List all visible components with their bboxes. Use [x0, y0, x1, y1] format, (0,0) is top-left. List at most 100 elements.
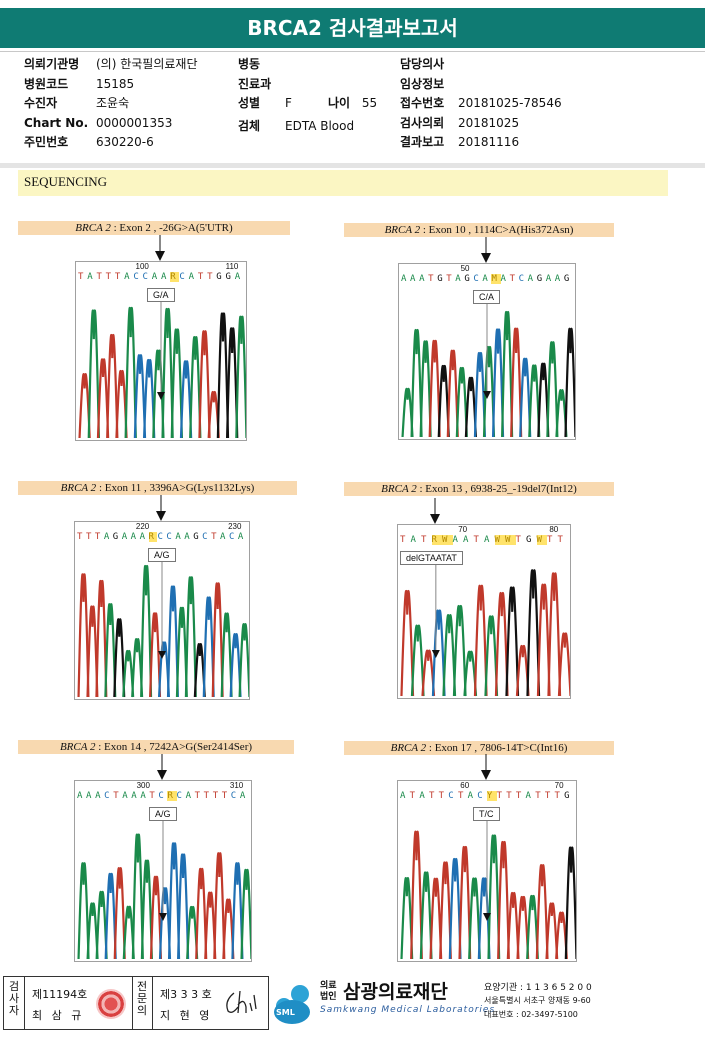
- org-phone: 대표번호 : 02-3497-5100: [484, 1010, 578, 1019]
- trace-peak: [484, 615, 499, 697]
- trace-peak: [222, 898, 235, 960]
- info-key: 주민번호: [24, 135, 69, 149]
- chromatogram: 60 70 A T A T T C T A C Y T T T A T T T G T/C: [397, 780, 577, 962]
- base-letter: T: [428, 791, 435, 801]
- tester-name: 최 삼 규: [32, 1009, 85, 1022]
- trace-peak: [235, 315, 246, 439]
- base-position-label: 70: [458, 525, 468, 534]
- base-letter: T: [535, 791, 541, 801]
- trace-peak: [494, 592, 509, 697]
- trace-peak: [497, 840, 510, 960]
- trace-peak: [170, 328, 184, 439]
- base-letter: T: [409, 791, 416, 801]
- base-letter: T: [96, 272, 102, 282]
- trace-peak: [175, 606, 188, 698]
- info-key: 임상정보: [400, 76, 445, 91]
- org-prefix: 의료법인: [320, 981, 337, 1002]
- arrow-head: [429, 514, 440, 524]
- info-value: 20181025-78546: [458, 96, 562, 110]
- base-letter: T: [506, 791, 512, 801]
- base-letter: T: [221, 791, 228, 801]
- base-letter: G: [464, 274, 470, 284]
- base-letter: A: [484, 535, 490, 545]
- base-position-label: 230: [228, 522, 242, 531]
- arrow-head: [481, 770, 491, 780]
- base-letter: G: [225, 272, 231, 282]
- genotype-call-box: A/G: [148, 548, 176, 562]
- trace-peak: [115, 370, 128, 439]
- trace-peak: [419, 871, 433, 960]
- trace-peak: [463, 650, 478, 697]
- base-letter: A: [87, 272, 93, 282]
- trace-peak: [526, 569, 541, 697]
- base-letter: A: [239, 791, 246, 801]
- info-value: 20181025: [458, 115, 520, 130]
- base-letter: C: [176, 791, 182, 801]
- arrow-down-icon: [155, 235, 165, 261]
- arrow-head: [155, 251, 165, 261]
- trace-peak: [195, 867, 208, 960]
- base-letter: A: [419, 274, 425, 284]
- trace-peak: [167, 842, 181, 960]
- trace-peak: [464, 376, 477, 438]
- trace-peak: [468, 877, 481, 960]
- arrow-down-icon: [157, 392, 165, 400]
- genotype-call-box: A/G: [149, 807, 177, 821]
- trace-peak: [86, 902, 99, 960]
- tester-license-no: 제11194호: [32, 988, 88, 1001]
- variant-description: : Exon 10 , 1114C>A(His372Asn): [420, 224, 574, 236]
- trace-peak: [446, 349, 459, 438]
- trace-peak: [140, 564, 153, 698]
- base-letter: A: [121, 532, 128, 542]
- base-letter: C: [133, 272, 139, 282]
- trace-peak: [535, 864, 549, 960]
- sml-logo-icon: [274, 985, 310, 1024]
- trace-peak: [419, 340, 432, 438]
- base-letter: T: [544, 791, 551, 801]
- base-letter: T: [515, 791, 522, 801]
- trace-peak: [545, 902, 559, 960]
- gene-name: BRCA 2: [381, 483, 417, 495]
- base-letter: T: [203, 791, 210, 801]
- base-letter: T: [94, 532, 101, 542]
- base-letter: A: [95, 791, 101, 801]
- base-letter: C: [158, 791, 164, 801]
- base-letter: A: [140, 791, 146, 801]
- age-value: 55: [361, 96, 378, 110]
- base-letter: G: [437, 274, 443, 284]
- base-letter: T: [446, 274, 452, 284]
- variant-label: BRCA 2 : Exon 17 , 7806-14T>C(Int16): [344, 741, 614, 755]
- info-key: 진료과: [238, 76, 272, 91]
- base-position-label: 110: [225, 262, 239, 271]
- base-letter: T: [421, 535, 427, 545]
- base-letter: T: [207, 272, 213, 282]
- trace-peak: [482, 345, 496, 438]
- base-letter: A: [482, 274, 488, 284]
- gene-name: BRCA 2: [60, 482, 97, 494]
- trace-peak: [189, 336, 202, 439]
- divider: [152, 977, 153, 1029]
- trace-peak: [229, 633, 242, 698]
- trace-peak: [555, 911, 568, 960]
- base-letter: T: [473, 535, 479, 545]
- trace-peak: [400, 590, 415, 697]
- trace-peak: [177, 853, 190, 960]
- info-row: 담당의사: [400, 55, 458, 73]
- trace-peak: [439, 861, 452, 960]
- trace-peak: [455, 367, 468, 438]
- trace-peak: [95, 891, 108, 960]
- base-letter: G: [193, 532, 199, 542]
- base-letter: T: [438, 791, 445, 801]
- trace-peak: [401, 387, 414, 438]
- base-letter: A: [130, 532, 137, 542]
- trace-peak: [142, 358, 156, 439]
- base-letter: A: [122, 791, 128, 801]
- trace-peak: [458, 846, 472, 960]
- trace-peak: [213, 852, 226, 960]
- variant-description: : Exon 11 , 3396A>G(Lys1132Lys): [96, 482, 255, 494]
- base-letter: A: [124, 272, 130, 282]
